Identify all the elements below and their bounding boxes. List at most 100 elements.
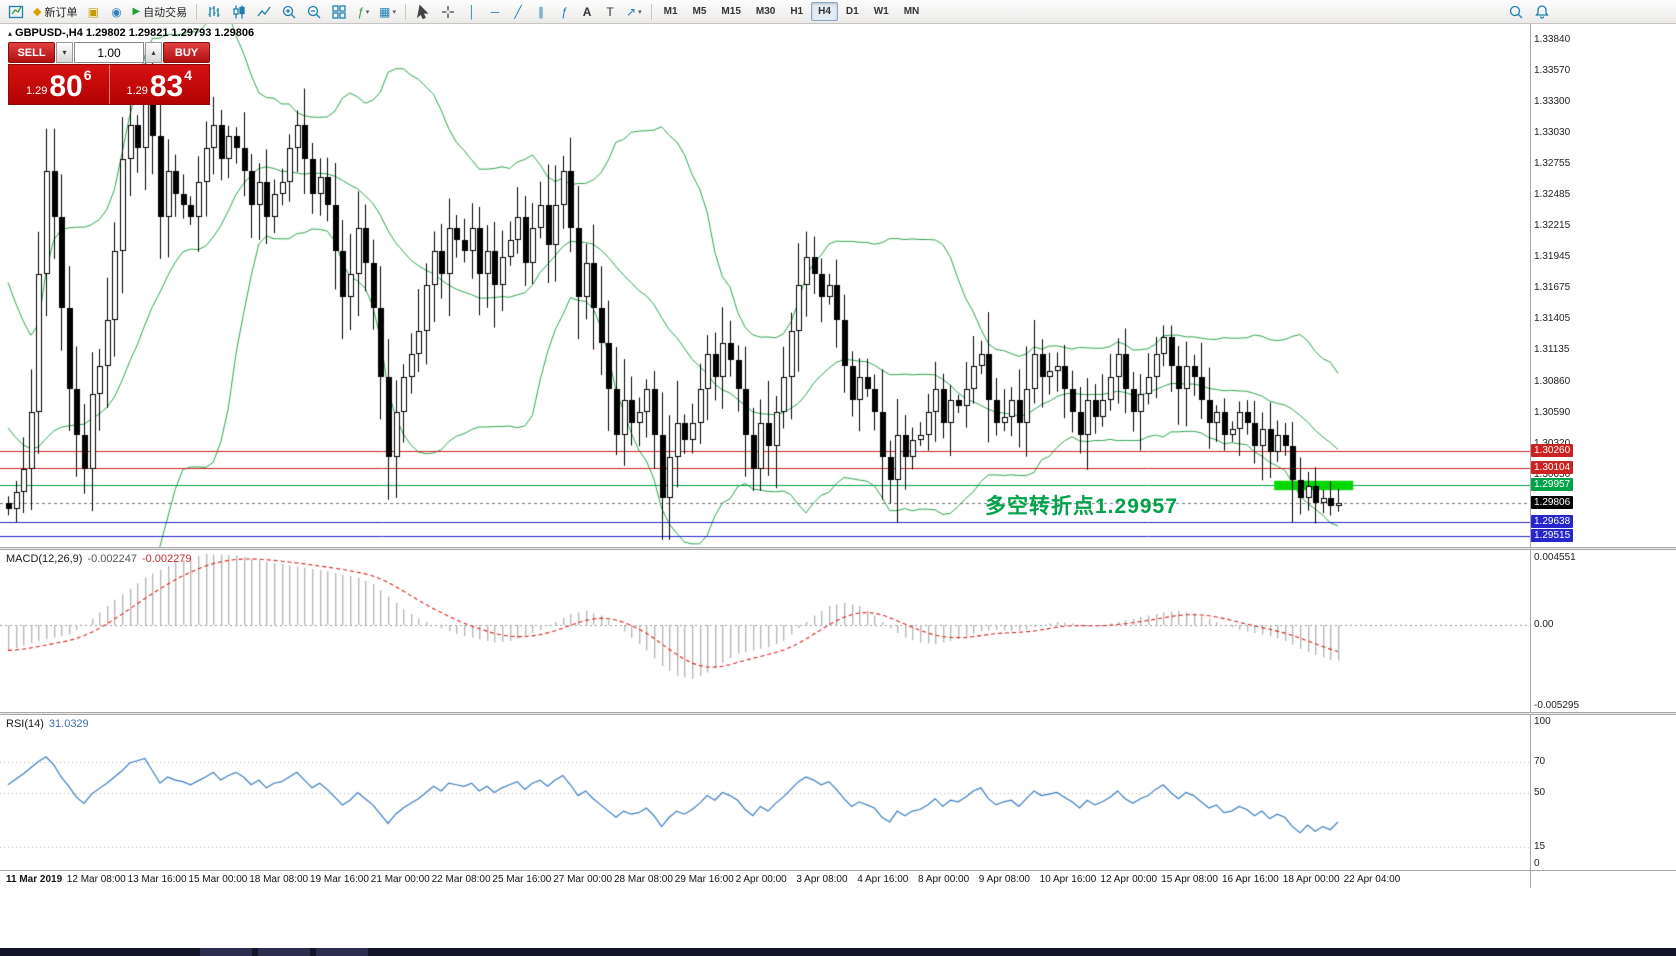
community-icon[interactable]: ◉ <box>111 4 122 19</box>
macd-scale-label: 0.004551 <box>1534 552 1576 563</box>
price-tick-label: 1.33030 <box>1534 126 1571 138</box>
line-chart-icon[interactable] <box>252 2 276 22</box>
alerts-icon[interactable] <box>1530 2 1554 22</box>
toolbar-separator <box>405 3 407 20</box>
time-tick-label: 19 Mar 16:00 <box>310 874 369 885</box>
time-tick-label: 15 Mar 00:00 <box>188 874 248 885</box>
pivot-annotation: 多空转折点1.29957 <box>985 495 1178 518</box>
channel-icon[interactable]: ∥ <box>538 4 545 19</box>
rsi-scale-label: 100 <box>1534 716 1551 727</box>
time-tick-label: 21 Mar 00:00 <box>370 874 430 885</box>
pane-splitter[interactable] <box>0 547 1676 550</box>
price-tick-label: 1.32215 <box>1534 220 1571 232</box>
time-tick-label: 12 Apr 00:00 <box>1100 874 1158 885</box>
price-tick-label: 1.33570 <box>1534 65 1571 77</box>
time-tick-label: 29 Mar 16:00 <box>674 874 734 885</box>
fibonacci-icon[interactable]: ƒ <box>560 4 568 19</box>
main-toolbar: ◆ 新订单 ▣ ◉ ▶ 自动交易 ƒ ▾ ▦ ▾ │ ─ ╱ ∥ ƒ A T ↗ ▾ M1 M5 M15 M30 H1 H4 D1… <box>0 0 1676 24</box>
taskbar-item[interactable] <box>200 948 252 956</box>
templates-icon[interactable]: ▦ ▾ <box>379 4 397 19</box>
time-tick-label: 27 Mar 00:00 <box>553 874 613 885</box>
timeframe-button-M15[interactable]: M15 <box>721 6 741 17</box>
sell-button[interactable]: SELL <box>8 42 55 63</box>
price-tick-label: 1.31945 <box>1534 251 1571 263</box>
new-order-button[interactable]: ◆ 新订单 <box>33 6 78 19</box>
label-icon[interactable]: T <box>606 4 614 19</box>
time-tick-label: 10 Apr 16:00 <box>1039 874 1097 885</box>
time-tick-label: 3 Apr 08:00 <box>796 874 848 885</box>
time-tick-label: 2 Apr 00:00 <box>735 874 787 885</box>
time-tick-label: 11 Mar 2019 <box>6 874 63 885</box>
arrow-tool-icon[interactable]: ↗ ▾ <box>626 4 642 19</box>
time-tick-label: 15 Apr 08:00 <box>1161 874 1218 885</box>
time-tick-label: 12 Mar 08:00 <box>66 874 126 885</box>
taskbar-item[interactable] <box>316 948 368 956</box>
market-icon[interactable]: ▣ <box>87 4 100 19</box>
support-line-1-badge: 1.29638 <box>1531 514 1574 528</box>
time-tick-label: 8 Apr 00:00 <box>918 874 970 885</box>
macd-canvas[interactable] <box>0 550 1530 712</box>
time-tick-label: 28 Mar 08:00 <box>614 874 673 885</box>
macd-label: MACD(12,26,9) -0.002247 -0.002279 <box>6 553 192 565</box>
pane-splitter[interactable] <box>0 712 1676 715</box>
volume-decrease-button[interactable]: ▾ <box>56 42 73 63</box>
volume-input[interactable] <box>74 42 144 63</box>
timeframe-button-MN[interactable]: MN <box>903 6 920 17</box>
toolbar-separator <box>650 3 652 20</box>
candlestick-chart-icon[interactable] <box>227 2 251 22</box>
price-tick-label: 1.30860 <box>1534 375 1571 387</box>
sell-price-sup: 6 <box>83 67 92 83</box>
rsi-label: RSI(14) 31.0329 <box>6 718 89 730</box>
sell-price[interactable]: 1.29 80 6 <box>9 65 109 104</box>
price-tick-label: 1.31675 <box>1534 282 1571 294</box>
bar-chart-icon[interactable] <box>202 2 226 22</box>
auto-trading-button[interactable]: ▶ 自动交易 <box>132 6 188 19</box>
buy-button[interactable]: BUY <box>163 42 210 63</box>
indicators-icon[interactable]: ƒ ▾ <box>357 4 370 19</box>
taskbar-item[interactable] <box>258 948 310 956</box>
buy-price-small: 1.29 <box>126 85 148 97</box>
price-chart-canvas[interactable] <box>0 24 1530 547</box>
price-tick-label: 1.33840 <box>1534 34 1571 46</box>
timeframe-button-M1[interactable]: M1 <box>663 6 678 17</box>
crosshair-icon[interactable] <box>436 2 460 22</box>
trendline-icon[interactable]: ╱ <box>514 4 522 19</box>
cursor-icon[interactable] <box>411 2 435 22</box>
timeframe-button-D1[interactable]: D1 <box>845 6 859 17</box>
sell-price-big: 80 <box>49 70 83 103</box>
price-tick-label: 1.33300 <box>1534 95 1571 107</box>
time-axis-border <box>0 870 1676 871</box>
price-tick-label: 1.31135 <box>1534 344 1570 356</box>
time-tick-label: 13 Mar 16:00 <box>127 874 187 885</box>
toolbar-separator <box>196 3 198 20</box>
macd-scale-label: 0.00 <box>1534 619 1554 631</box>
new-chart-icon[interactable] <box>4 2 28 22</box>
resistance-line-2-badge: 1.30104 <box>1531 461 1574 475</box>
horizontal-line-icon[interactable]: ─ <box>490 4 500 19</box>
buy-price[interactable]: 1.29 83 4 <box>109 65 209 104</box>
rsi-canvas[interactable] <box>0 715 1530 870</box>
zoom-in-icon[interactable] <box>277 2 301 22</box>
time-tick-label: 18 Apr 00:00 <box>1282 874 1340 885</box>
pivot-line-badge: 1.29957 <box>1531 478 1574 492</box>
volume-increase-button[interactable]: ▴ <box>145 42 162 63</box>
text-icon[interactable]: A <box>582 4 592 19</box>
rsi-scale-label: 0 <box>1534 858 1540 869</box>
timeframe-button-M5[interactable]: M5 <box>692 6 707 17</box>
time-tick-label: 22 Mar 08:00 <box>431 874 491 885</box>
timeframe-button-H1[interactable]: H1 <box>790 6 804 17</box>
vertical-line-icon[interactable]: │ <box>468 4 476 19</box>
price-divider <box>108 65 110 104</box>
price-tick-label: 1.30320 <box>1534 438 1570 449</box>
timeframe-button-H4[interactable]: H4 <box>811 2 838 21</box>
timeframe-button-M30[interactable]: M30 <box>755 6 776 17</box>
buy-price-sup: 4 <box>184 67 193 83</box>
timeframe-button-W1[interactable]: W1 <box>873 6 889 17</box>
zoom-out-icon[interactable] <box>302 2 326 22</box>
search-icon[interactable] <box>1504 2 1528 22</box>
time-tick-label: 4 Apr 16:00 <box>857 874 909 885</box>
tile-windows-icon[interactable] <box>327 2 351 22</box>
